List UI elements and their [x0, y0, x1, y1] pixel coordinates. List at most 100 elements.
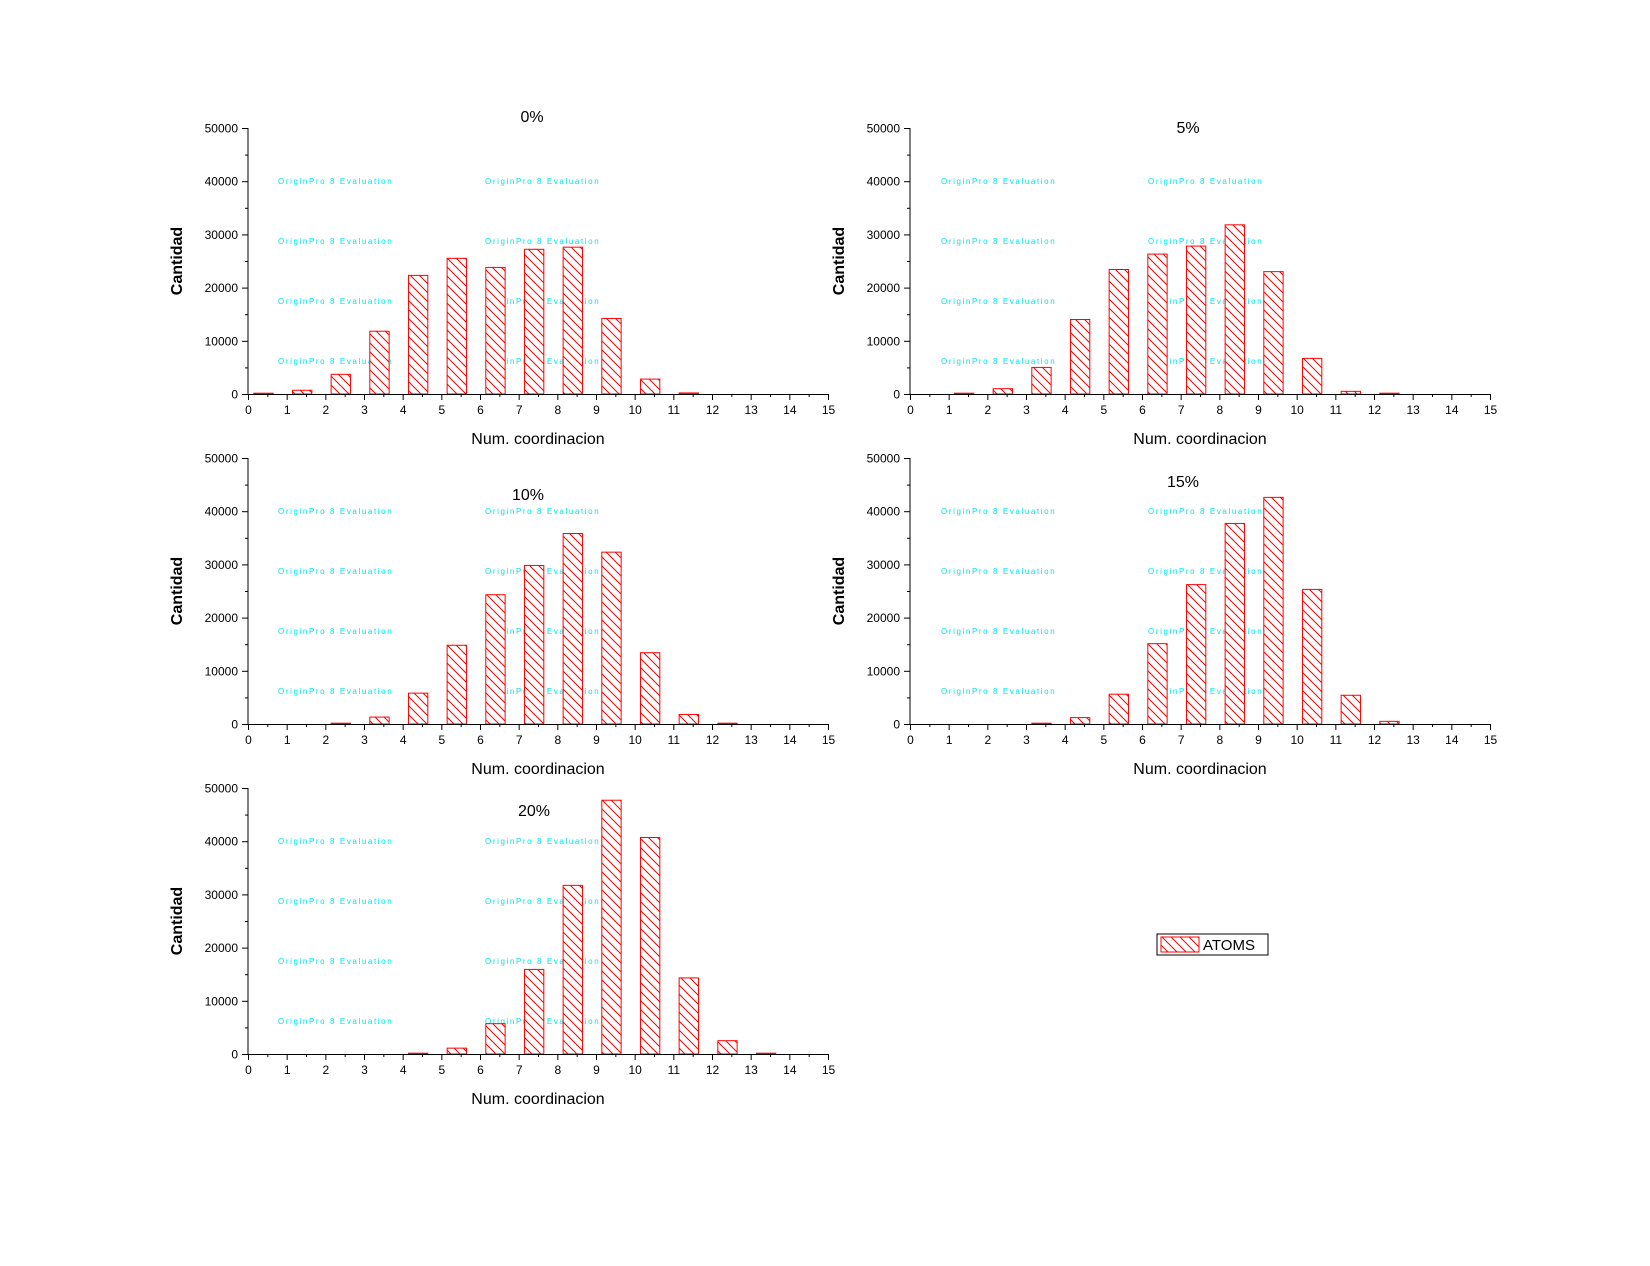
bar — [562, 246, 583, 395]
bars — [407, 799, 777, 1055]
y-tick-label: 40000 — [205, 505, 239, 519]
bar — [1263, 496, 1284, 725]
x-axis-title: Num. coordinacion — [471, 1091, 604, 1108]
panel-title: 0% — [520, 109, 543, 126]
chart-panel-3: OriginPro 8 Evaluation OriginPro 8 Evalua… — [169, 452, 835, 779]
x-tick-label: 0 — [245, 1063, 252, 1077]
x-tick-label: 2 — [322, 1063, 329, 1077]
x-tick-label: 12 — [1368, 403, 1382, 417]
bar — [330, 722, 351, 725]
x-tick-label: 14 — [783, 403, 797, 417]
x-tick-label: 4 — [1062, 733, 1069, 747]
y-tick-label: 0 — [893, 718, 900, 732]
x-tick-label: 10 — [628, 1063, 642, 1077]
y-tick-label: 50000 — [205, 452, 239, 466]
y-tick-label: 50000 — [205, 122, 239, 136]
bar — [1301, 357, 1323, 395]
bar — [485, 266, 506, 395]
watermark-text: OriginPro 8 Evaluation — [278, 567, 393, 576]
bar — [485, 594, 506, 725]
x-tick-label: 1 — [946, 403, 953, 417]
legend-label: ATOMS — [1203, 937, 1255, 954]
panel-title: 20% — [518, 803, 550, 820]
watermark-group: OriginPro 8 Evaluation OriginPro 8 Evalua… — [941, 507, 1263, 696]
x-tick-label: 12 — [706, 1063, 720, 1077]
chart-panel-4: OriginPro 8 Evaluation OriginPro 8 Evalua… — [831, 452, 1497, 779]
watermark-text: OriginPro 8 Evaluation — [278, 897, 393, 906]
panel-title: 15% — [1167, 474, 1199, 491]
bar — [1379, 720, 1400, 725]
y-tick-label: 20000 — [867, 281, 901, 295]
y-tick-label: 40000 — [205, 835, 239, 849]
watermark-text: OriginPro 8 Evaluation — [485, 837, 600, 846]
bar — [485, 1023, 506, 1055]
x-tick-label: 6 — [477, 1063, 484, 1077]
y-tick-label: 40000 — [867, 175, 901, 189]
watermark-text: OriginPro 8 Evaluation — [485, 897, 600, 906]
bars — [953, 224, 1400, 395]
y-tick-label: 20000 — [205, 941, 239, 955]
x-axis-title: Num. coordinacion — [1133, 761, 1266, 778]
x-tick-label: 12 — [706, 403, 720, 417]
x-tick-label: 3 — [361, 403, 368, 417]
y-tick-label: 10000 — [205, 334, 239, 348]
bar — [601, 551, 622, 725]
bar — [1340, 390, 1361, 395]
bar — [1224, 224, 1245, 395]
x-tick-label: 1 — [946, 733, 953, 747]
x-tick-label: 5 — [1100, 733, 1107, 747]
x-tick-label: 9 — [1255, 403, 1262, 417]
x-tick-label: 12 — [706, 733, 720, 747]
watermark-text: OriginPro 8 Evaluation — [485, 237, 600, 246]
y-tick-label: 50000 — [867, 122, 901, 136]
watermark-text: OriginPro 8 Evaluation — [1148, 507, 1263, 516]
x-tick-label: 3 — [361, 733, 368, 747]
bar — [601, 317, 622, 395]
bar — [253, 392, 274, 395]
watermark-text: OriginPro 8 Evaluation — [941, 627, 1056, 636]
bar — [407, 692, 429, 725]
x-tick-label: 10 — [628, 733, 642, 747]
y-tick-label: 10000 — [867, 334, 901, 348]
y-tick-label: 50000 — [205, 782, 239, 796]
x-tick-label: 13 — [744, 1063, 758, 1077]
y-tick-label: 0 — [231, 1048, 238, 1062]
bar — [755, 1052, 777, 1055]
chart-panel-1: OriginPro 8 Evaluation OriginPro 8 Evalua… — [169, 109, 835, 448]
legend: ATOMS — [1156, 933, 1269, 956]
y-tick-label: 10000 — [205, 994, 239, 1008]
watermark-group: OriginPro 8 Evaluation OriginPro 8 Evalua… — [278, 507, 599, 696]
watermark-text: OriginPro 8 Evaluation — [278, 357, 393, 366]
watermark-text: OriginPro 8 Evaluation — [1148, 177, 1263, 186]
x-tick-label: 7 — [1178, 403, 1185, 417]
bar — [1340, 694, 1361, 725]
bar — [523, 248, 545, 395]
x-tick-label: 14 — [1445, 733, 1459, 747]
x-tick-label: 5 — [438, 733, 445, 747]
y-tick-label: 50000 — [867, 452, 901, 466]
y-axis-title: Cantidad — [831, 227, 848, 295]
x-tick-label: 15 — [822, 1063, 836, 1077]
bar — [639, 652, 661, 725]
x-tick-label: 6 — [477, 403, 484, 417]
x-axis-title: Num. coordinacion — [471, 761, 604, 778]
x-tick-label: 8 — [554, 403, 561, 417]
bar — [1224, 522, 1245, 725]
x-tick-label: 8 — [554, 1063, 561, 1077]
x-tick-label: 2 — [984, 733, 991, 747]
watermark-text: OriginPro 8 Evaluation — [941, 507, 1056, 516]
x-tick-label: 11 — [1330, 403, 1343, 417]
bar — [1031, 722, 1052, 725]
bar — [1147, 643, 1168, 725]
x-axis-title: Num. coordinacion — [471, 431, 604, 448]
bar — [1108, 269, 1129, 395]
bar — [369, 716, 390, 725]
bar — [717, 722, 738, 725]
bar — [446, 1047, 467, 1055]
x-tick-label: 6 — [1139, 733, 1146, 747]
x-tick-label: 4 — [400, 403, 407, 417]
